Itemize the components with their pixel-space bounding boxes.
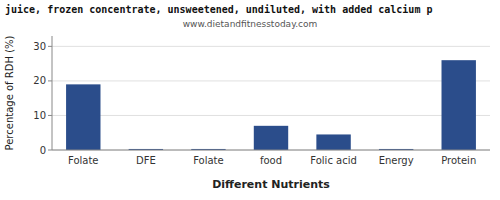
y-axis-label: Percentage of RDH (%) bbox=[4, 35, 15, 150]
y-axis: 0 10 20 30 bbox=[33, 36, 52, 156]
bar bbox=[254, 126, 288, 150]
y-tick-label: 10 bbox=[33, 110, 46, 121]
x-axis: Folate DFE Folate food Folic acid Energy Prote… bbox=[52, 150, 490, 166]
y-tick-label: 30 bbox=[33, 41, 46, 52]
y-tick-label: 0 bbox=[40, 145, 46, 156]
x-tick-label: Folic acid bbox=[310, 155, 357, 166]
y-tick bbox=[48, 150, 52, 151]
chart-container: 0 10 20 30 Folate DFE Folate food Folic acid Ener… bbox=[0, 0, 500, 200]
grid bbox=[52, 46, 490, 150]
subtitle: www.dietandfitnesstoday.com bbox=[183, 19, 318, 29]
x-tick-label: Folate bbox=[193, 155, 224, 166]
x-axis-line bbox=[52, 150, 490, 151]
y-tick bbox=[48, 115, 52, 116]
x-tick-label: Protein bbox=[441, 155, 476, 166]
title: juice, frozen concentrate, unsweetened, … bbox=[5, 4, 432, 15]
y-axis-line bbox=[52, 36, 53, 150]
background bbox=[0, 0, 500, 200]
x-axis-label: Different Nutrients bbox=[212, 178, 330, 191]
x-tick-label: Energy bbox=[379, 155, 414, 166]
grid-line bbox=[52, 115, 490, 116]
grid-line bbox=[52, 46, 490, 47]
y-tick-label: 20 bbox=[33, 75, 46, 86]
bar bbox=[66, 84, 100, 150]
bars bbox=[66, 60, 476, 150]
grid-line bbox=[52, 150, 490, 151]
grid-line bbox=[52, 80, 490, 81]
y-tick bbox=[48, 80, 52, 81]
x-tick-label: food bbox=[260, 155, 282, 166]
x-tick-label: Folate bbox=[68, 155, 99, 166]
y-tick bbox=[48, 46, 52, 47]
chart-svg: 0 10 20 30 Folate DFE Folate food Folic acid Ener… bbox=[0, 0, 500, 200]
bar bbox=[316, 134, 350, 150]
x-tick-label: DFE bbox=[136, 155, 156, 166]
bar bbox=[442, 60, 476, 150]
